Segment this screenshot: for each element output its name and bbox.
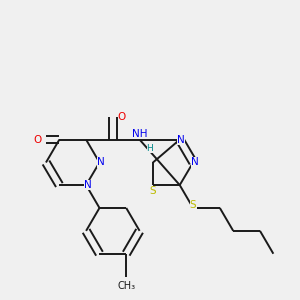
Text: O: O (118, 112, 126, 122)
Text: S: S (150, 186, 156, 196)
Text: N: N (177, 135, 185, 145)
Text: O: O (33, 135, 41, 145)
Text: CH₃: CH₃ (117, 280, 135, 290)
Text: S: S (190, 200, 196, 210)
Text: NH: NH (132, 129, 147, 139)
Text: N: N (191, 158, 199, 167)
Text: H: H (147, 144, 153, 153)
Text: N: N (84, 180, 92, 190)
Text: N: N (97, 158, 105, 167)
